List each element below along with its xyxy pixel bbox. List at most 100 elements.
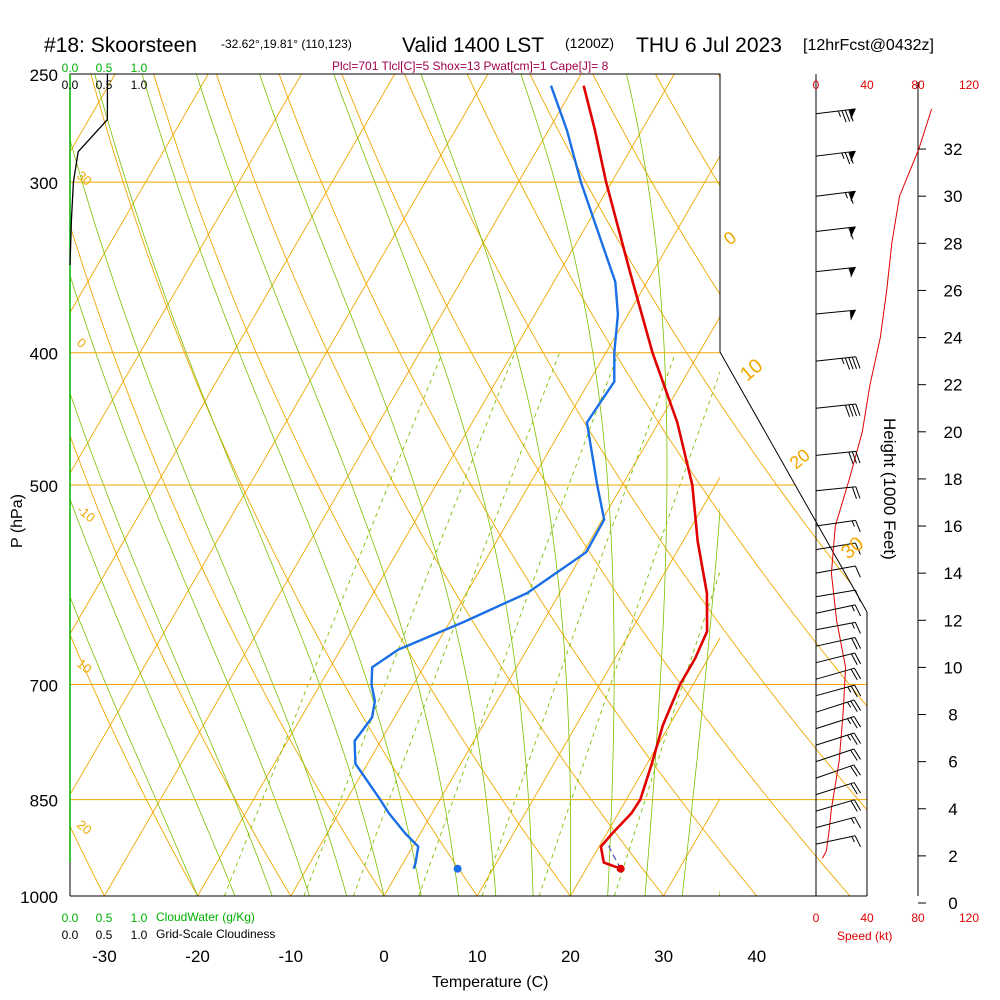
wind-barb-full <box>854 622 861 634</box>
moist-adiabat-lines <box>70 74 720 896</box>
height-tick-label: 24 <box>944 329 963 348</box>
wind-barb-staff <box>815 716 855 730</box>
wind-barb-full <box>848 404 854 417</box>
dry-adiabat-label: 30 <box>74 168 95 189</box>
wind-barb <box>815 699 862 713</box>
wind-barb-full <box>854 817 862 829</box>
temperature-tick-label: 40 <box>747 947 766 966</box>
wind-barb <box>815 226 856 240</box>
speed-axis-label: Speed (kt) <box>837 929 892 943</box>
dry-adiabat-label: 30 <box>837 533 868 564</box>
wind-barb-full <box>848 151 854 164</box>
wind-barb-half <box>847 718 852 725</box>
wind-barb-staff <box>815 732 855 746</box>
wind-barb-half <box>844 192 848 199</box>
wind-barb-full <box>855 403 861 416</box>
dry-adiabat-label: 20 <box>74 817 95 838</box>
wind-barb-full <box>854 835 862 848</box>
dewpoint-profile <box>353 85 620 870</box>
dry-adiabat-label: -10 <box>74 502 98 526</box>
speed-tick-label-bottom: 80 <box>911 911 925 925</box>
wind-barb <box>815 565 861 578</box>
wind-barb-full <box>855 451 861 464</box>
speed-tick-label-top: 40 <box>860 78 874 92</box>
wind-barb-full <box>853 748 862 760</box>
temperature-tick-label: 0 <box>379 947 388 966</box>
mixing-ratio-label: 12 <box>532 898 553 919</box>
moist-adiabat-line <box>70 392 273 896</box>
cloudwater-tick-label-bottom: 0.0 <box>62 911 79 925</box>
moist-adiabat-line <box>420 74 572 896</box>
grid-cloud-tick-label-top: 0.0 <box>62 78 79 92</box>
wind-barb <box>815 266 856 278</box>
wind-barb-full <box>853 782 862 794</box>
grid-cloud-tick-label-bottom: 0.0 <box>62 928 79 942</box>
wind-barb-staff <box>815 799 855 812</box>
wind-barb-staff <box>815 565 856 574</box>
wind-barb-half <box>851 520 855 527</box>
mixing-ratio-line <box>481 352 677 896</box>
moist-adiabat-line <box>70 138 348 896</box>
grid-cloudiness-label: Grid-Scale Cloudiness <box>156 927 275 941</box>
height-tick-label: 28 <box>944 234 963 253</box>
title-utc: (1200Z) <box>565 35 614 51</box>
height-tick-label: 6 <box>948 753 957 772</box>
temperature-tick-label: -20 <box>185 947 210 966</box>
wind-barb <box>815 604 862 617</box>
dry-adiabat-line <box>331 74 851 896</box>
height-tick-label: 20 <box>944 423 963 442</box>
wind-barb-full <box>850 765 858 777</box>
moist-adiabat-line <box>333 74 534 896</box>
wind-barb-half <box>850 817 855 824</box>
wind-barb-staff <box>815 621 856 631</box>
wind-barb <box>815 637 862 650</box>
wind-barb <box>815 108 856 123</box>
wind-barb <box>815 732 862 746</box>
wind-barb-staff <box>815 309 856 315</box>
isotherm-lines <box>0 74 720 896</box>
wind-barb <box>815 150 856 165</box>
wind-barb <box>815 782 862 796</box>
height-tick-label: 14 <box>944 564 963 583</box>
wind-barb-full <box>851 638 858 650</box>
isotherm-line <box>70 74 209 314</box>
grid-cloudiness-profile <box>69 74 109 266</box>
wind-barb <box>815 748 862 763</box>
height-tick-label: 26 <box>944 281 963 300</box>
isobar-lines <box>70 181 867 897</box>
wind-barb <box>815 621 861 634</box>
dry-adiabat-line <box>70 74 292 896</box>
wind-barb <box>815 589 861 602</box>
wind-barb-full <box>848 227 854 240</box>
height-tick-label: 16 <box>944 517 963 536</box>
title-station: #18: Skoorsteen <box>44 34 197 57</box>
wind-barb-staff <box>815 667 855 680</box>
wind-barb-full <box>850 733 858 745</box>
speed-tick-label-top: 80 <box>911 78 925 92</box>
speed-tick-label-bottom: 0 <box>813 911 820 925</box>
wind-barb-staff <box>815 604 856 614</box>
sounding-profiles <box>353 85 709 873</box>
moist-adiabat-line <box>259 74 497 896</box>
wind-barb-staff <box>815 542 856 551</box>
wind-barb <box>815 652 862 665</box>
mixing-ratio-line <box>538 370 720 896</box>
pressure-tick-label: 700 <box>30 677 58 696</box>
wind-barb-full <box>841 110 847 123</box>
parameter-summary: Plcl=701 Tlcl[C]=5 Shox=13 Pwat[cm]=1 Ca… <box>332 59 609 73</box>
isotherm-line <box>0 74 22 896</box>
wind-barb-full <box>851 486 857 499</box>
height-tick-label: 2 <box>948 847 957 866</box>
wind-barb-full <box>854 652 862 665</box>
temperature-tick-label: 20 <box>561 947 580 966</box>
wind-barb <box>815 486 861 499</box>
wind-barb-staff <box>815 519 856 527</box>
height-tick-label: 0 <box>948 894 957 913</box>
wind-barb-full <box>850 717 858 729</box>
mixing-ratio-label: 2 <box>300 900 315 916</box>
wind-barb-full <box>851 357 858 369</box>
moist-adiabat-line <box>681 505 720 896</box>
pressure-tick-label: 1000 <box>20 888 58 907</box>
pressure-tick-label: 250 <box>30 66 58 85</box>
axes: 102030-10010203002503004005007008501000-… <box>20 61 979 966</box>
